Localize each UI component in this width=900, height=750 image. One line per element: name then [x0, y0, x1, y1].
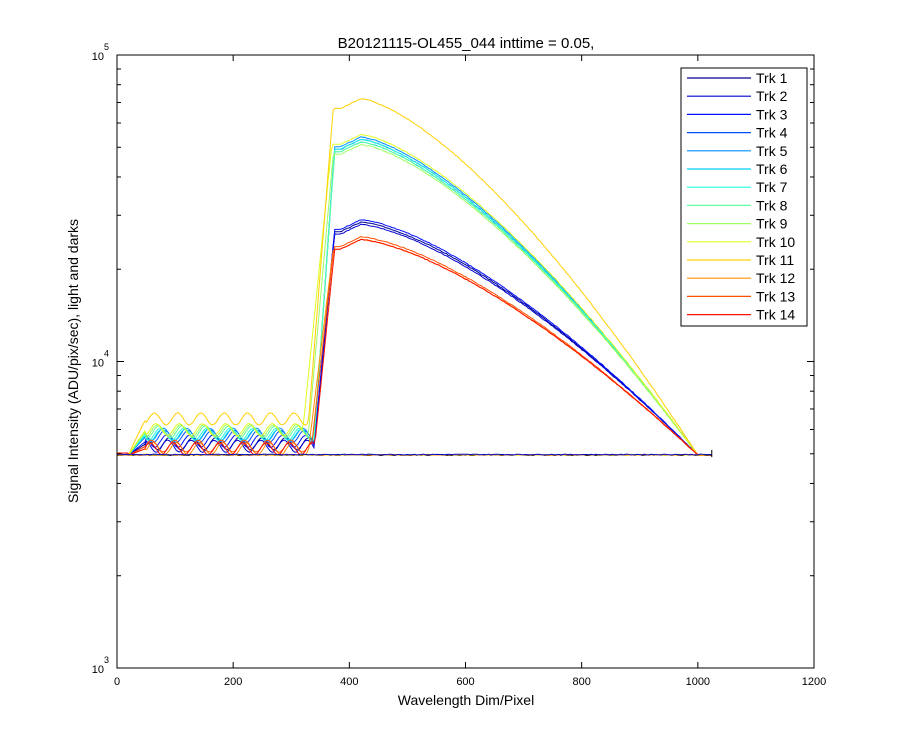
series-line — [117, 133, 712, 456]
series-lines — [116, 98, 713, 458]
legend-label: Trk 3 — [756, 106, 788, 122]
series-line — [117, 141, 712, 456]
legend-label: Trk 10 — [756, 234, 795, 250]
legend-label: Trk 6 — [756, 161, 788, 177]
legend-label: Trk 5 — [756, 143, 788, 159]
series-line — [117, 98, 712, 456]
x-axis-label: Wavelength Dim/Pixel — [398, 692, 534, 708]
x-tick-label: 800 — [572, 676, 590, 688]
y-axis-label: Signal Intensity (ADU/pix/sec), light an… — [65, 219, 81, 503]
legend-label: Trk 14 — [756, 307, 795, 323]
legend-label: Trk 13 — [756, 288, 795, 304]
y-tick-exponent: 5 — [104, 42, 109, 52]
legend-label: Trk 11 — [756, 252, 794, 268]
legend-label: Trk 4 — [756, 125, 788, 141]
series-line — [117, 144, 712, 456]
x-tick-label: 0 — [114, 676, 120, 688]
series-line — [117, 223, 712, 456]
x-tick-label: 1200 — [802, 676, 826, 688]
legend-label: Trk 12 — [756, 270, 795, 286]
legend-box — [680, 67, 808, 327]
y-tick-exponent: 3 — [104, 655, 109, 665]
chart-title: B20121115-OL455_044 inttime = 0.05, — [338, 35, 595, 52]
y-tick-label: 10 — [92, 51, 104, 63]
series-line — [117, 238, 712, 456]
legend-label: Trk 8 — [756, 197, 788, 213]
legend-label: Trk 9 — [756, 216, 788, 232]
x-tick-label: 1000 — [686, 676, 710, 688]
legend-label: Trk 7 — [756, 179, 788, 195]
x-tick-label: 600 — [456, 676, 474, 688]
dark-frame-line — [116, 453, 712, 456]
y-tick-exponent: 4 — [104, 349, 109, 359]
x-tick-label: 400 — [340, 676, 358, 688]
x-axis-ticks: 0 200 400 600 800 1000 1200 — [114, 55, 826, 688]
legend-label: Trk 1 — [756, 70, 788, 86]
legend-label: Trk 2 — [756, 88, 788, 104]
y-tick-label: 10 — [92, 358, 104, 370]
y-tick-label: 10 — [92, 664, 104, 676]
x-tick-label: 200 — [224, 676, 242, 688]
legend: Trk 1 Trk 2 Trk 3 Trk 4 Trk 5 Trk 6 Trk 7 Trk 8… — [680, 67, 808, 327]
